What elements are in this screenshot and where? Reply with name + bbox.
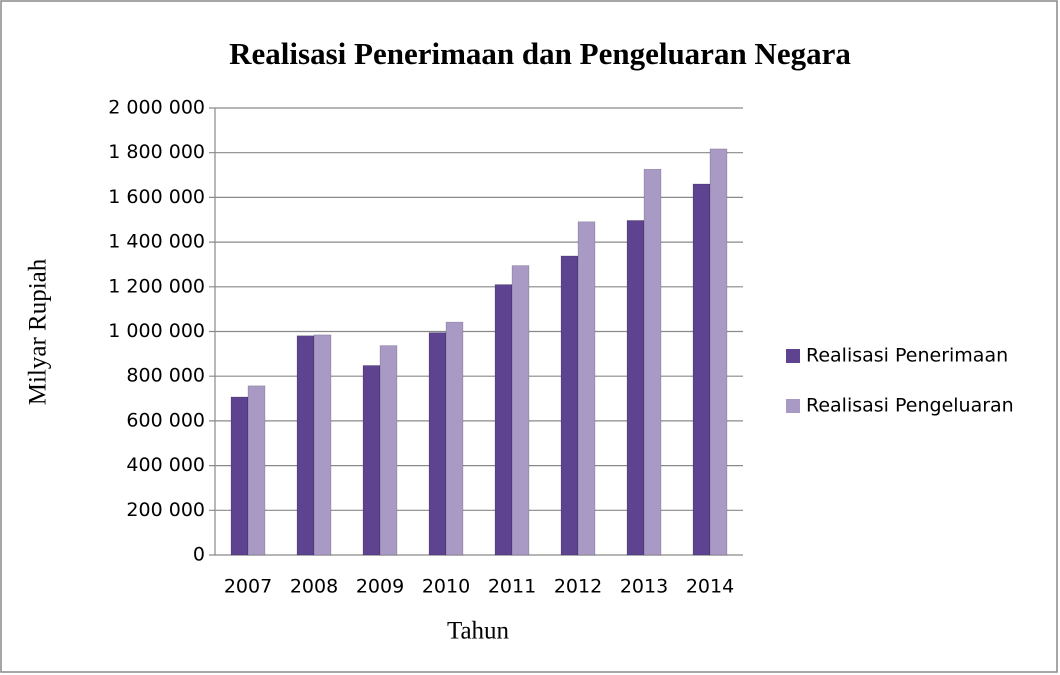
bar: [692, 183, 711, 556]
y-tick-label: 1 000 000: [108, 320, 205, 342]
legend-label: Realisasi Penerimaan: [806, 345, 1008, 367]
y-tick-label: 600 000: [126, 409, 205, 431]
legend-label: Realisasi Pengeluaran: [806, 395, 1014, 417]
y-tick-label: 2 000 000: [108, 97, 205, 119]
y-tick-label: 1 600 000: [108, 186, 205, 208]
x-tick-label: 2008: [290, 576, 338, 598]
x-tick-label: 2010: [422, 576, 470, 598]
bar: [247, 385, 266, 556]
bar: [428, 332, 447, 556]
chart-title: Realisasi Penerimaan dan Pengeluaran Neg…: [229, 36, 851, 71]
legend-swatch: [786, 349, 800, 363]
x-axis-label: Tahun: [447, 618, 510, 645]
bar: [296, 335, 315, 556]
x-tick-label: 2012: [554, 576, 602, 598]
x-tick-label: 2014: [686, 576, 734, 598]
bar: [560, 255, 579, 556]
bar: [494, 284, 513, 556]
y-tick-label: 800 000: [126, 365, 205, 387]
bar: [577, 221, 596, 556]
y-tick-label: 200 000: [126, 499, 205, 521]
y-tick-label: 400 000: [126, 454, 205, 476]
y-axis-label: Milyar Rupiah: [25, 258, 52, 405]
bar: [379, 345, 398, 556]
bar: [362, 365, 381, 556]
bar: [709, 148, 728, 556]
x-tick-label: 2007: [224, 576, 272, 598]
x-tick-label: 2011: [488, 576, 536, 598]
bar: [313, 334, 332, 556]
y-tick-label: 1 800 000: [108, 141, 205, 163]
bar: [511, 265, 530, 556]
y-tick-label: 1 400 000: [108, 231, 205, 253]
bar: [626, 220, 645, 556]
bar: [643, 168, 662, 556]
bar: [230, 396, 249, 556]
legend-swatch: [786, 399, 800, 413]
x-tick-label: 2013: [620, 576, 668, 598]
bar: [445, 321, 464, 556]
y-tick-label: 0: [193, 544, 205, 566]
x-tick-label: 2009: [356, 576, 404, 598]
y-tick-label: 1 200 000: [108, 275, 205, 297]
